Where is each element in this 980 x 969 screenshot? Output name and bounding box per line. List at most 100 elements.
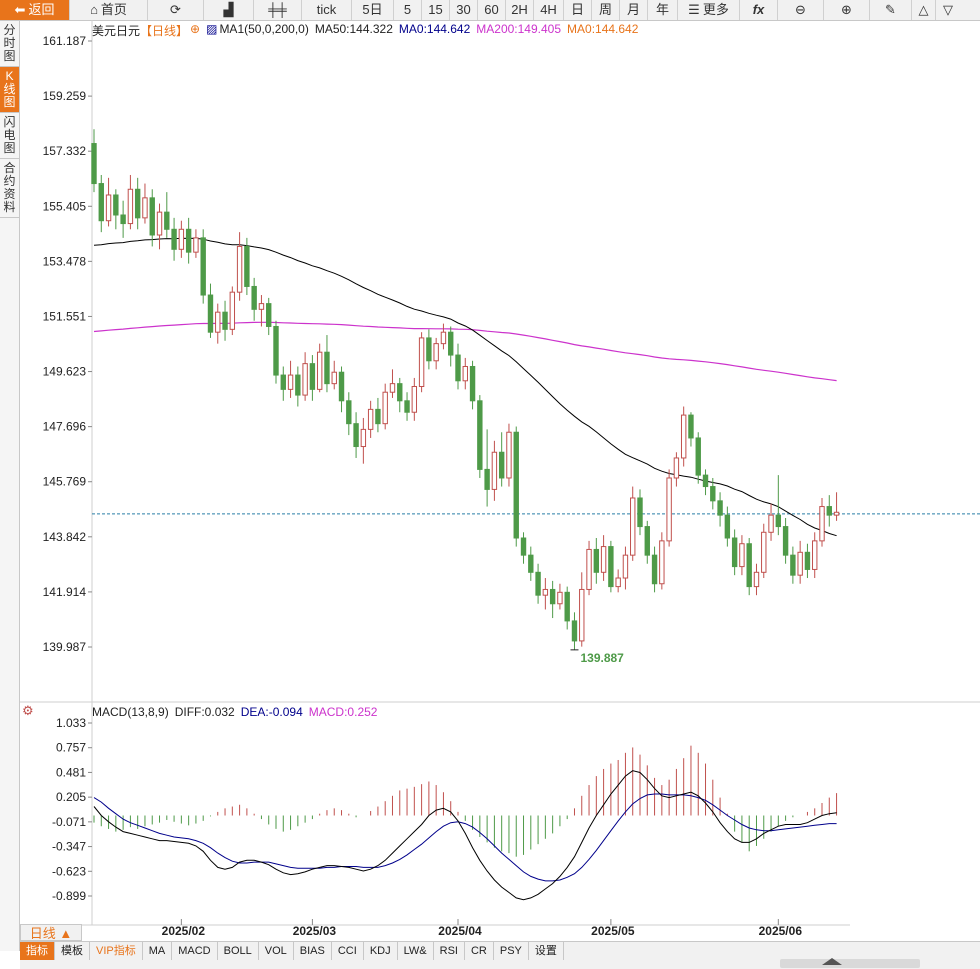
triangle-up-icon: △ — [918, 2, 929, 17]
price-tick-label: 145.769 — [43, 475, 87, 489]
candle-body — [178, 228, 185, 250]
collapse-up-button[interactable]: △ — [912, 0, 936, 20]
candle-body — [433, 343, 439, 362]
macd-tick-label: -0.899 — [52, 889, 86, 903]
formula-button[interactable]: fx — [740, 0, 778, 20]
candle-body — [149, 197, 155, 236]
time-tick-label: 2025/03 — [293, 924, 337, 938]
period-year[interactable]: 年 — [648, 0, 678, 20]
candle-body — [644, 526, 650, 556]
period-day[interactable]: 日 — [564, 0, 592, 20]
tab-cr[interactable]: CR — [465, 942, 494, 960]
period-15[interactable]: 15 — [422, 0, 450, 20]
tab-vip-indicator[interactable]: VIP指标 — [90, 942, 143, 960]
candle-body — [513, 431, 519, 539]
candle-body — [229, 291, 236, 330]
tab-lightning[interactable]: 闪电图 — [0, 113, 19, 159]
tab-lw[interactable]: LW& — [398, 942, 434, 960]
time-tick-label: 2025/04 — [438, 924, 482, 938]
period-30[interactable]: 30 — [450, 0, 478, 20]
scroll-handle[interactable] — [780, 959, 920, 968]
tab-macd[interactable]: MACD — [172, 942, 218, 960]
candle-type-button[interactable]: ▟ — [204, 0, 254, 20]
back-button[interactable]: ⬅ 返回 — [0, 0, 70, 20]
tab-timeshare[interactable]: 分时图 — [0, 21, 19, 67]
tab-bias[interactable]: BIAS — [294, 942, 332, 960]
candle-body — [375, 408, 381, 425]
candle-body — [397, 383, 403, 402]
candlestick-button[interactable]: ╪╪ — [254, 0, 302, 20]
refresh-button[interactable]: ⟳ — [148, 0, 204, 20]
candle-body — [302, 363, 308, 396]
candle-body — [142, 197, 148, 219]
period-5[interactable]: 5 — [394, 0, 422, 20]
period-5d[interactable]: 5日 — [352, 0, 394, 20]
candle-body — [564, 591, 570, 622]
period-2h[interactable]: 2H — [506, 0, 534, 20]
candle-body — [775, 514, 782, 528]
candle-body — [207, 294, 214, 333]
candle-body — [113, 194, 119, 216]
candle-body — [105, 194, 112, 222]
candle-body — [469, 365, 476, 402]
period-month[interactable]: 月 — [620, 0, 648, 20]
period-week[interactable]: 周 — [592, 0, 620, 20]
candle-body — [520, 537, 527, 556]
candle-body — [615, 577, 621, 588]
macd-settings-icon[interactable]: ⚙ — [22, 703, 34, 718]
tab-cci[interactable]: CCI — [332, 942, 364, 960]
refresh-icon: ⟳ — [170, 2, 181, 17]
tab-kdj[interactable]: KDJ — [364, 942, 398, 960]
tab-contract-info[interactable]: 合约资料 — [0, 159, 19, 218]
collapse-down-button[interactable]: ▽ — [936, 0, 960, 20]
draw-button[interactable]: ✎ — [870, 0, 912, 20]
candle-body — [244, 245, 250, 287]
tab-settings[interactable]: 设置 — [529, 942, 564, 960]
price-tick-label: 139.987 — [43, 640, 87, 654]
tab-vol[interactable]: VOL — [259, 942, 294, 960]
tab-indicator[interactable]: 指标 — [20, 942, 55, 960]
candle-body — [571, 620, 578, 642]
diff-line — [93, 770, 837, 901]
candle-body — [440, 331, 447, 345]
macd-tick-label: 0.481 — [56, 765, 86, 779]
candle-body — [389, 383, 396, 393]
tick-button[interactable]: tick — [302, 0, 352, 20]
more-button[interactable]: ☰ 更多 — [678, 0, 740, 20]
tab-psy[interactable]: PSY — [494, 942, 529, 960]
legend-ma0a: MA0:144.642 — [398, 22, 471, 36]
candle-body — [324, 351, 330, 385]
candle-body — [768, 514, 774, 533]
candle-body — [651, 554, 658, 585]
ma-settings-icon[interactable]: ▨ — [206, 22, 218, 36]
price-tick-label: 157.332 — [43, 144, 87, 158]
candle-body — [528, 554, 534, 573]
tab-boll[interactable]: BOLL — [218, 942, 259, 960]
zoom-out-button[interactable]: ⊖ — [778, 0, 824, 20]
price-tick-label: 147.696 — [43, 420, 87, 434]
dea-line — [93, 793, 837, 882]
macd-dea: DEA:-0.094 — [240, 705, 303, 719]
left-tabs: 分时图 K线图 闪电图 合约资料 — [0, 21, 20, 951]
tab-rsi[interactable]: RSI — [434, 942, 465, 960]
legend-settings-icon[interactable]: ⊕ — [190, 22, 201, 36]
period-dropdown[interactable]: 日线 ▲ — [20, 924, 82, 941]
symbol-name: 美元日元 — [92, 24, 141, 38]
zoom-in-button[interactable]: ⊕ — [824, 0, 870, 20]
chart-area[interactable]: 161.187 159.259 157.332 155.405 153.478 151.5… — [20, 20, 980, 945]
tab-kline[interactable]: K线图 — [0, 67, 19, 113]
tab-ma[interactable]: MA — [143, 942, 173, 960]
home-button[interactable]: ⌂ 首页 — [70, 0, 148, 20]
bar-chart-icon: ▟ — [223, 2, 234, 17]
macd-name: MACD(13,8,9) — [92, 705, 169, 719]
price-legend: 美元日元 【日线】 ⊕ ▨ MA1(50,0,200,0) MA50:144.3… — [92, 22, 638, 38]
candle-body — [287, 374, 294, 390]
kline-chart[interactable]: 161.187 159.259 157.332 155.405 153.478 151.5… — [20, 20, 980, 945]
candle-body — [404, 400, 410, 413]
period-4h[interactable]: 4H — [534, 0, 564, 20]
scroll-handle-icon — [822, 958, 842, 965]
tab-template[interactable]: 模板 — [55, 942, 90, 960]
back-arrow-icon: ⬅ — [14, 2, 26, 17]
macd-diff: DIFF:0.032 — [174, 705, 235, 719]
period-60[interactable]: 60 — [478, 0, 506, 20]
